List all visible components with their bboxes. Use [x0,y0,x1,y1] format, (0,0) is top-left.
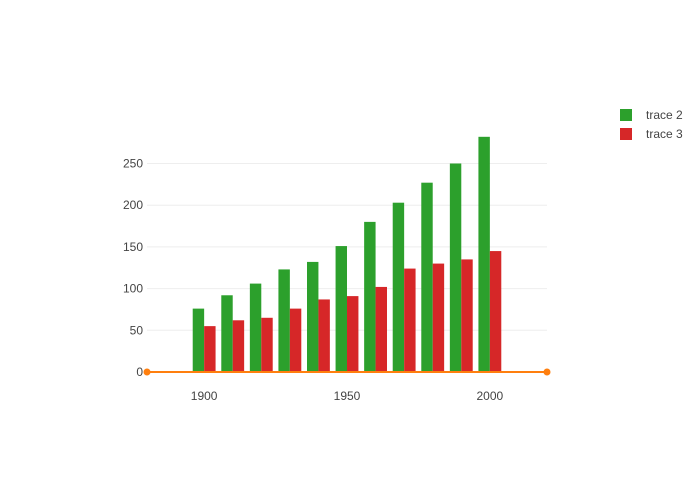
y-tick-label: 100 [123,282,143,296]
line-marker[interactable] [543,368,551,376]
legend-label: trace 3 [646,127,683,141]
bar-trace-2-1910[interactable] [221,295,233,372]
bar-trace-3-1910[interactable] [232,320,245,372]
bar-trace-3-1960[interactable] [375,286,387,372]
legend-swatch [620,128,632,140]
bars [192,136,502,373]
bar-trace-3-1930[interactable] [289,308,302,372]
y-tick-label: 250 [123,157,143,171]
y-tick-label: 200 [123,198,143,212]
bar-trace-2-1920[interactable] [249,283,262,372]
bar-trace-3-1940[interactable] [318,299,330,372]
x-tick-label: 2000 [477,389,504,403]
bar-trace-3-1920[interactable] [261,317,273,372]
bar-trace-2-2000[interactable] [478,136,490,372]
bar-trace-2-1900[interactable] [192,308,205,372]
bar-trace-2-1930[interactable] [278,269,290,372]
bar-trace-3-1990[interactable] [461,259,473,372]
bar-trace-3-1980[interactable] [432,263,445,372]
legend-item-trace-3[interactable]: trace 3 [620,127,683,141]
y-tick-label: 150 [123,240,143,254]
x-tick-label: 1900 [191,389,218,403]
legend-swatch [620,109,632,121]
legend[interactable]: trace 2 trace 3 [620,108,683,141]
y-tick-label: 50 [130,323,144,337]
bar-trace-2-1950[interactable] [335,246,347,372]
bar-trace-2-1980[interactable] [421,182,433,372]
bar-trace-2-1960[interactable] [364,221,376,372]
bar-trace-2-1940[interactable] [307,261,319,372]
x-axis-ticks: 1900 1950 2000 [191,389,504,403]
y-tick-label: 0 [136,365,143,379]
bar-trace-2-1990[interactable] [449,163,462,373]
bar-trace-3-2000[interactable] [489,251,502,372]
x-tick-label: 1950 [334,389,361,403]
bar-trace-2-1970[interactable] [392,202,405,372]
y-axis-ticks: 0 50 100 150 200 250 [123,157,143,380]
line-marker[interactable] [143,368,151,376]
legend-label: trace 2 [646,108,683,122]
bar-trace-3-1950[interactable] [347,296,359,372]
legend-item-trace-2[interactable]: trace 2 [620,108,683,122]
horizontal-line-trace [143,368,551,376]
bar-trace-3-1900[interactable] [204,326,216,372]
bar-trace-3-1970[interactable] [404,268,416,372]
